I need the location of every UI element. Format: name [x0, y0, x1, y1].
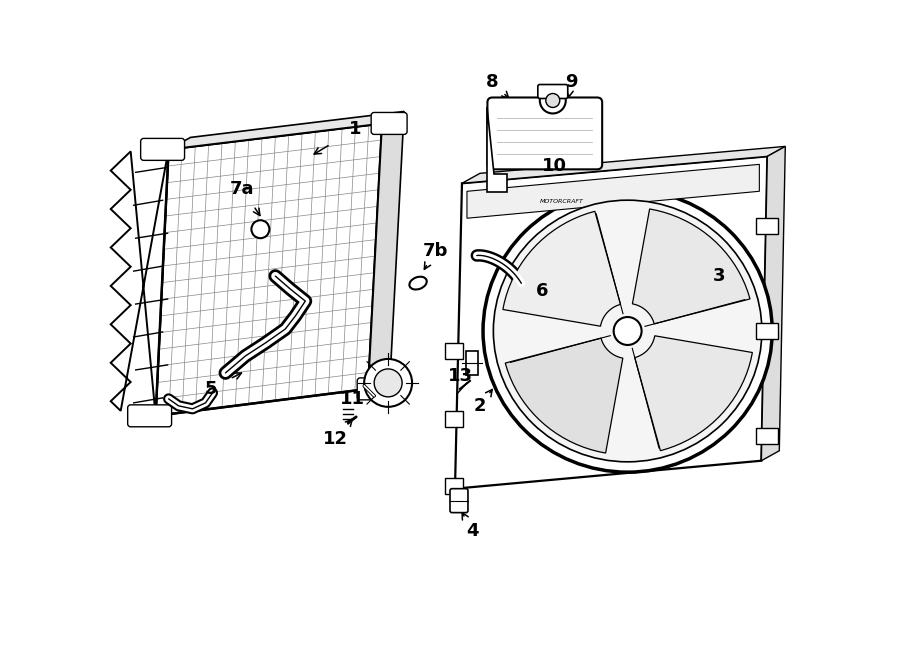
FancyBboxPatch shape — [371, 112, 407, 134]
Bar — [445, 478, 463, 494]
Text: 7a: 7a — [230, 180, 255, 198]
Ellipse shape — [483, 190, 772, 472]
Circle shape — [374, 369, 402, 397]
Text: 9: 9 — [565, 73, 578, 91]
FancyBboxPatch shape — [450, 488, 468, 513]
Ellipse shape — [493, 200, 762, 462]
Text: MOTORCRAFT: MOTORCRAFT — [540, 199, 584, 204]
Text: 5: 5 — [204, 380, 217, 398]
Polygon shape — [462, 146, 786, 183]
Text: 8: 8 — [486, 73, 499, 91]
Polygon shape — [467, 165, 760, 218]
Bar — [445, 343, 463, 359]
Text: 3: 3 — [713, 267, 725, 285]
Text: 1: 1 — [349, 120, 362, 138]
Text: 10: 10 — [543, 157, 567, 175]
Polygon shape — [455, 157, 768, 488]
Circle shape — [545, 93, 560, 108]
Circle shape — [614, 317, 642, 345]
Text: 2: 2 — [473, 397, 486, 415]
Bar — [756, 323, 778, 339]
FancyBboxPatch shape — [538, 85, 568, 98]
FancyBboxPatch shape — [357, 378, 393, 400]
Polygon shape — [633, 209, 750, 324]
Circle shape — [364, 359, 412, 407]
Bar — [445, 411, 463, 427]
Polygon shape — [488, 108, 508, 192]
Text: 7b: 7b — [422, 242, 447, 260]
Ellipse shape — [410, 277, 427, 290]
Text: 4: 4 — [465, 522, 478, 539]
Bar — [756, 218, 778, 234]
Polygon shape — [503, 212, 620, 327]
FancyBboxPatch shape — [128, 405, 172, 427]
Polygon shape — [111, 149, 168, 416]
Text: 13: 13 — [447, 367, 473, 385]
Polygon shape — [634, 336, 752, 451]
Polygon shape — [505, 338, 623, 453]
Polygon shape — [168, 112, 404, 149]
FancyBboxPatch shape — [140, 138, 184, 161]
Text: 12: 12 — [323, 430, 347, 447]
Circle shape — [540, 87, 566, 114]
Text: 6: 6 — [536, 282, 548, 300]
Bar — [756, 428, 778, 444]
Bar — [466, 351, 478, 375]
FancyBboxPatch shape — [488, 97, 602, 169]
Polygon shape — [156, 124, 382, 416]
Text: 11: 11 — [339, 390, 365, 408]
Polygon shape — [368, 112, 404, 389]
Circle shape — [251, 220, 269, 238]
Polygon shape — [761, 146, 786, 461]
